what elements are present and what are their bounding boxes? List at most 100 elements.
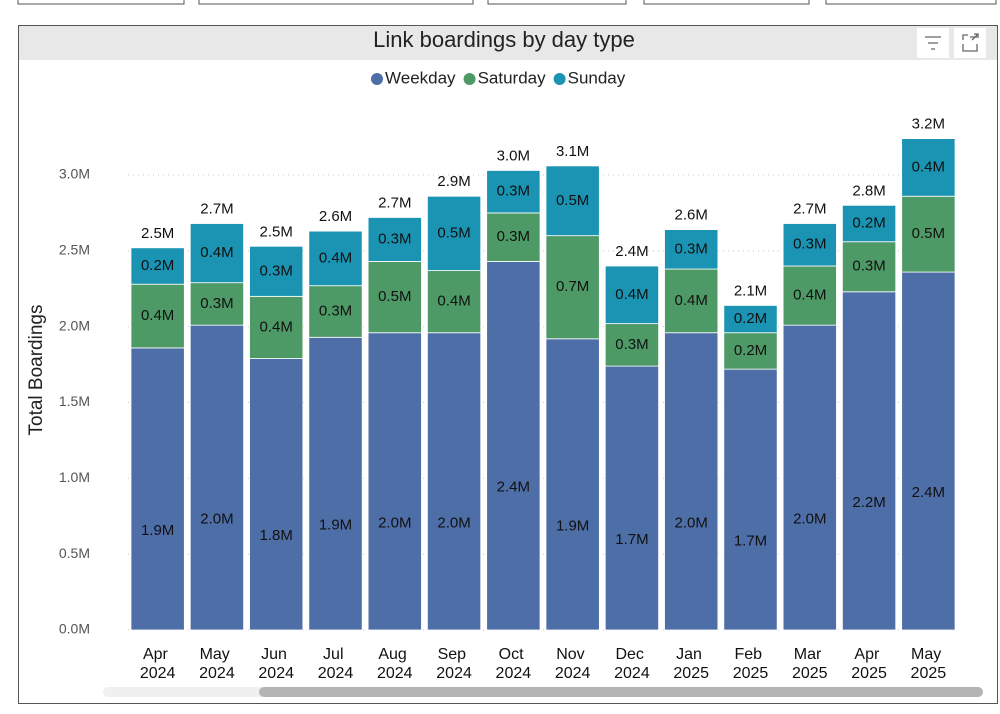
bar-segment [486, 261, 541, 631]
filter-glyph [925, 36, 941, 50]
bar-segment [545, 235, 600, 340]
total-label: 2.4M [615, 243, 648, 260]
x-tick-line: Jun [261, 646, 291, 663]
data-label: 0.3M [378, 230, 411, 247]
total-label: 2.7M [200, 201, 233, 218]
x-tick-line: Apr [143, 646, 172, 663]
x-tick-line: 2024 [555, 665, 591, 682]
data-label: 2.4M [912, 484, 945, 501]
bar-segment [130, 247, 185, 285]
bar-segment [189, 223, 245, 284]
title-bar [19, 26, 997, 60]
data-label: 0.3M [675, 240, 708, 257]
data-label: 0.2M [734, 342, 767, 359]
scrollbar-thumb[interactable] [259, 687, 983, 697]
x-tick-line: 2024 [258, 665, 294, 682]
bar-segment [723, 332, 778, 370]
slicer[interactable] [198, 0, 474, 5]
data-label: 0.3M [319, 302, 352, 319]
x-tick-label: Mar 2025 [792, 646, 828, 682]
bar-segment [249, 358, 304, 631]
data-label: 0.3M [497, 183, 530, 200]
total-label: 2.7M [378, 194, 411, 211]
data-label: 0.4M [912, 158, 945, 175]
data-label: 0.5M [378, 288, 411, 305]
bar-segment [782, 265, 837, 326]
data-label: 0.3M [852, 258, 885, 275]
x-tick-line: 2025 [851, 665, 887, 682]
y-tick-label: 1.5M [59, 393, 90, 409]
bar-segment [841, 291, 897, 631]
x-tick-label: Apr 2025 [851, 646, 887, 682]
bar-segment [130, 283, 185, 349]
bar-segment [308, 285, 363, 338]
x-tick-line: 2024 [199, 665, 235, 682]
total-label: 2.9M [437, 173, 470, 190]
total-label: 2.7M [793, 201, 826, 218]
data-label: 2.2M [852, 494, 885, 511]
bar-segment [426, 270, 482, 334]
bar-segment [901, 195, 956, 273]
bar-segment [782, 324, 837, 631]
x-tick-label: Feb 2025 [733, 646, 769, 682]
data-label: 0.4M [141, 307, 174, 324]
x-tick-line: 2024 [496, 665, 532, 682]
x-tick-label: Dec 2024 [614, 646, 650, 682]
x-tick-line: 2024 [614, 665, 650, 682]
bar-segment [189, 282, 245, 326]
slicer[interactable] [643, 0, 810, 5]
data-label: 1.8M [260, 527, 293, 544]
slicer[interactable] [17, 0, 185, 5]
x-tick-line: 2024 [140, 665, 176, 682]
x-tick-line: 2024 [377, 665, 413, 682]
bar-segment [486, 212, 541, 262]
legend-label: Sunday [568, 68, 626, 87]
data-label: 0.4M [200, 244, 233, 261]
bar-segment [841, 204, 897, 243]
total-label: 2.5M [141, 225, 174, 242]
x-tick-label: May 2025 [911, 646, 947, 682]
data-label: 0.4M [437, 293, 470, 310]
data-label: 2.4M [497, 479, 530, 496]
legend-label: Weekday [385, 68, 456, 87]
x-tick-label: Sep 2024 [436, 646, 472, 682]
bar-segment [249, 245, 304, 297]
slicer[interactable] [487, 0, 627, 5]
bar-segment [664, 229, 719, 270]
bar-segment [367, 217, 422, 262]
bar-segment [367, 332, 422, 631]
x-tick-label: Oct 2024 [496, 646, 532, 682]
bar-segment [545, 165, 600, 237]
data-label: 1.9M [319, 517, 352, 534]
slicer[interactable] [825, 0, 997, 5]
data-label: 2.0M [793, 511, 826, 528]
data-label: 0.4M [615, 286, 648, 303]
data-label: 0.2M [141, 257, 174, 274]
bar-segment [308, 336, 363, 631]
total-label: 3.0M [497, 147, 530, 164]
x-tick-line: Apr [854, 646, 883, 663]
x-tick-line: Dec [615, 646, 648, 663]
bar-segment [308, 230, 363, 287]
x-tick-line: Mar [794, 646, 826, 663]
bar-segment [901, 271, 956, 631]
data-label: 0.4M [675, 292, 708, 309]
focus-icon[interactable] [954, 28, 986, 58]
bar-segment [545, 338, 600, 631]
x-tick-line: Jan [676, 646, 706, 663]
y-tick-label: 0.5M [59, 545, 90, 561]
x-tick-label: May 2024 [199, 646, 235, 682]
total-label: 3.2M [912, 116, 945, 133]
data-label: 1.9M [141, 522, 174, 539]
data-label: 0.5M [912, 225, 945, 242]
bar-segment [130, 347, 185, 631]
x-tick-line: Sep [438, 646, 471, 663]
bar-segment [723, 305, 778, 334]
data-label: 2.0M [378, 514, 411, 531]
data-label: 0.4M [793, 287, 826, 304]
x-tick-line: 2025 [673, 665, 709, 682]
legend-swatch [371, 73, 383, 85]
x-tick-label: Apr 2024 [140, 646, 176, 682]
bar-segment [426, 332, 482, 631]
